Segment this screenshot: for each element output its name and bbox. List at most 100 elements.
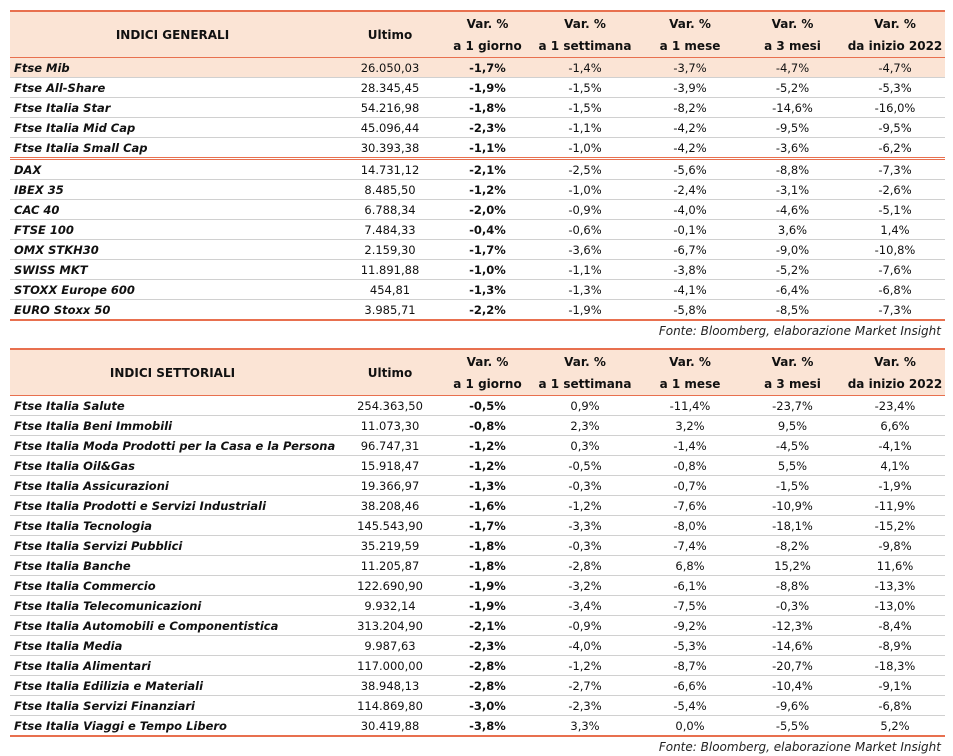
value-cell: -6,8% — [845, 695, 945, 716]
index-name: CAC 40 — [10, 199, 335, 220]
value-cell: -1,9% — [845, 475, 945, 496]
value-cell: -5,3% — [640, 635, 740, 656]
value-cell: 117.000,00 — [335, 655, 445, 676]
value-cell: 454,81 — [335, 279, 445, 300]
index-name: Ftse Italia Edilizia e Materiali — [10, 675, 335, 696]
index-name: Ftse Italia Commercio — [10, 575, 335, 596]
value-cell: -5,1% — [845, 199, 945, 220]
value-cell: 0,0% — [640, 715, 740, 737]
table-row: Ftse Italia Banche 11.205,87 -1,8% -2,8% 6,8… — [10, 555, 945, 576]
value-cell: -10,8% — [845, 239, 945, 260]
table-row: Ftse Mib 26.050,03 -1,7% -1,4% -3,7% -4,7% -4,… — [10, 57, 945, 78]
value-cell: -12,3% — [740, 615, 845, 636]
index-name: Ftse Italia Salute — [10, 395, 335, 416]
index-name: Ftse Italia Star — [10, 97, 335, 118]
header-line: a 3 mesi — [764, 376, 821, 391]
header-line: Var. % — [466, 354, 509, 369]
value-cell: -4,6% — [740, 199, 845, 220]
value-cell: -1,0% — [530, 179, 640, 200]
value-cell: 9.987,63 — [335, 635, 445, 656]
value-cell: -1,7% — [445, 515, 530, 536]
table-row: Ftse Italia Small Cap 30.393,38 -1,1% -1,0%… — [10, 137, 945, 159]
value-cell: -9,6% — [740, 695, 845, 716]
index-name: Ftse Italia Beni Immobili — [10, 415, 335, 436]
value-cell: -1,9% — [445, 77, 530, 98]
value-cell: -1,9% — [530, 299, 640, 321]
header-row: INDICI SETTORIALI Ultimo Var. % a 1 giorno V… — [10, 348, 945, 396]
index-name: Ftse Italia Small Cap — [10, 137, 335, 159]
index-name: IBEX 35 — [10, 179, 335, 200]
value-cell: -4,1% — [845, 435, 945, 456]
value-cell: 11.891,88 — [335, 259, 445, 280]
value-cell: 54.216,98 — [335, 97, 445, 118]
header-cell: Var. % da inizio 2022 — [845, 10, 945, 58]
value-cell: -0,4% — [445, 219, 530, 240]
data-table: INDICI SETTORIALI Ultimo Var. % a 1 giorno V… — [10, 348, 945, 737]
value-cell: 3,3% — [530, 715, 640, 737]
value-cell: 38.208,46 — [335, 495, 445, 516]
value-cell: -7,3% — [845, 157, 945, 180]
value-cell: 3,6% — [740, 219, 845, 240]
value-cell: 5,5% — [740, 455, 845, 476]
value-cell: -1,2% — [530, 495, 640, 516]
value-cell: -3,8% — [445, 715, 530, 737]
value-cell: -1,1% — [445, 137, 530, 159]
table-row: OMX STKH30 2.159,30 -1,7% -3,6% -6,7% -9,0% -1… — [10, 239, 945, 260]
value-cell: -18,3% — [845, 655, 945, 676]
header-line: Var. % — [466, 16, 509, 31]
table-row: Ftse Italia Commercio 122.690,90 -1,9% -3,2… — [10, 575, 945, 596]
value-cell: -10,4% — [740, 675, 845, 696]
value-cell: -4,0% — [640, 199, 740, 220]
header-cell: INDICI SETTORIALI — [10, 348, 335, 396]
value-cell: -5,6% — [640, 157, 740, 180]
value-cell: 30.419,88 — [335, 715, 445, 737]
table-row: Ftse Italia Star 54.216,98 -1,8% -1,5% -8,2%… — [10, 97, 945, 118]
index-name: Ftse Mib — [10, 57, 335, 78]
value-cell: -23,4% — [845, 395, 945, 416]
index-name: Ftse Italia Banche — [10, 555, 335, 576]
value-cell: -9,8% — [845, 535, 945, 556]
value-cell: -8,0% — [640, 515, 740, 536]
value-cell: -15,2% — [845, 515, 945, 536]
value-cell: 30.393,38 — [335, 137, 445, 159]
value-cell: -5,4% — [640, 695, 740, 716]
table-row: Ftse Italia Servizi Pubblici 35.219,59 -1,… — [10, 535, 945, 556]
value-cell: -1,2% — [445, 455, 530, 476]
value-cell: -7,6% — [845, 259, 945, 280]
value-cell: 6.788,34 — [335, 199, 445, 220]
value-cell: -1,8% — [445, 535, 530, 556]
value-cell: -0,1% — [640, 219, 740, 240]
value-cell: -13,3% — [845, 575, 945, 596]
index-name: OMX STKH30 — [10, 239, 335, 260]
header-line: da inizio 2022 — [847, 38, 943, 53]
value-cell: -4,7% — [740, 57, 845, 78]
value-cell: -1,8% — [445, 555, 530, 576]
value-cell: 114.869,80 — [335, 695, 445, 716]
value-cell: 5,2% — [845, 715, 945, 737]
header-line: Var. % — [771, 354, 814, 369]
table-row: Ftse Italia Media 9.987,63 -2,3% -4,0% -5,3%… — [10, 635, 945, 656]
value-cell: -5,8% — [640, 299, 740, 321]
table-row: Ftse All-Share 28.345,45 -1,9% -1,5% -3,9% -5… — [10, 77, 945, 98]
value-cell: 8.485,50 — [335, 179, 445, 200]
table-row: Ftse Italia Mid Cap 45.096,44 -2,3% -1,1% -4… — [10, 117, 945, 138]
header-line: da inizio 2022 — [847, 376, 943, 391]
value-cell: 45.096,44 — [335, 117, 445, 138]
value-cell: -2,1% — [445, 615, 530, 636]
value-cell: -4,2% — [640, 117, 740, 138]
value-cell: 19.366,97 — [335, 475, 445, 496]
value-cell: 2.159,30 — [335, 239, 445, 260]
value-cell: -2,6% — [845, 179, 945, 200]
value-cell: -3,3% — [530, 515, 640, 536]
value-cell: 0,3% — [530, 435, 640, 456]
value-cell: -3,7% — [640, 57, 740, 78]
value-cell: -0,3% — [530, 535, 640, 556]
value-cell: -2,3% — [445, 635, 530, 656]
value-cell: 15.918,47 — [335, 455, 445, 476]
value-cell: -1,2% — [445, 179, 530, 200]
value-cell: -14,6% — [740, 635, 845, 656]
value-cell: -1,1% — [530, 259, 640, 280]
value-cell: -4,5% — [740, 435, 845, 456]
table-row: DAX 14.731,12 -2,1% -2,5% -5,6% -8,8% -7,3% — [10, 157, 945, 180]
value-cell: -23,7% — [740, 395, 845, 416]
